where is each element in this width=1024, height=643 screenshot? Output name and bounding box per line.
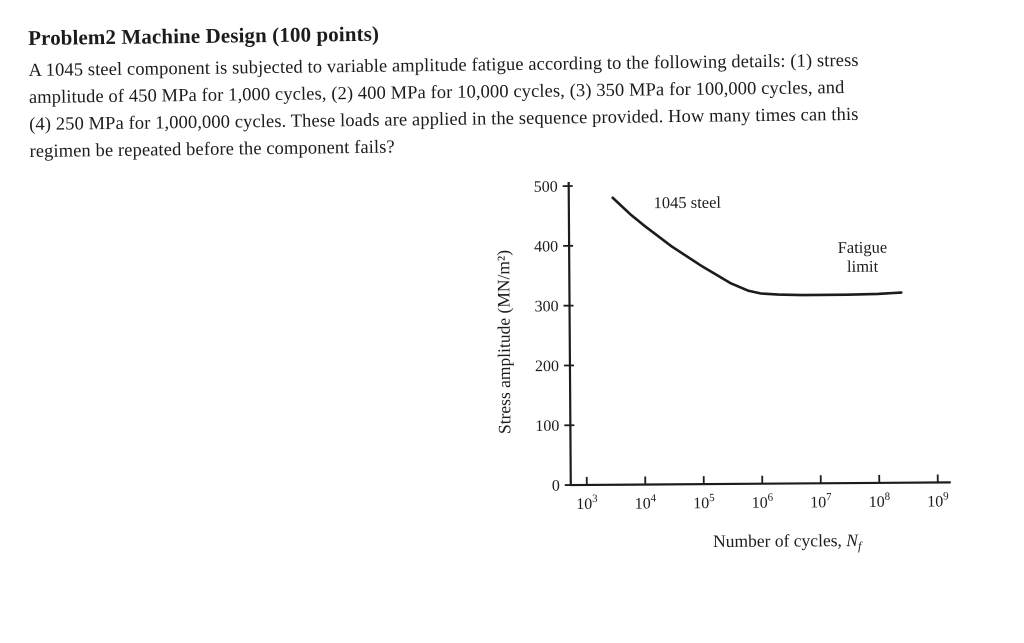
y-axis-label: Stress amplitude (MN/m²) (493, 250, 514, 434)
x-tick-label: 109 (927, 490, 949, 510)
x-tick-label: 104 (635, 492, 657, 512)
x-tick-label: 108 (869, 491, 891, 511)
y-tick-label: 100 (535, 418, 559, 435)
y-axis-ticks: 0 100 200 300 400 500 (534, 179, 575, 495)
y-tick-label: 500 (534, 179, 558, 196)
y-tick-label: 300 (534, 298, 558, 315)
axes (567, 182, 951, 487)
chart-annotation: 1045 steel (654, 193, 722, 212)
problem-title: Problem2 Machine Design (100 points) (28, 21, 380, 50)
sn-curve-figure: 0 100 200 300 400 500 103 104 105 106 107 108 109 104… (459, 163, 982, 582)
chart-annotations: 1045 steel Fatigue limit (654, 193, 888, 276)
x-tick-label: 103 (576, 493, 598, 513)
y-tick-label: 0 (552, 478, 560, 495)
sn-curve-svg: 0 100 200 300 400 500 103 104 105 106 107 108 109 104… (493, 179, 951, 554)
x-axis-label: Number of cycles, Nf (713, 530, 863, 554)
y-tick-label: 400 (534, 238, 558, 255)
y-tick-label: 200 (535, 358, 559, 375)
x-tick-label: 106 (752, 492, 774, 512)
x-tick-label: 105 (693, 492, 715, 512)
x-axis-ticks: 103 104 105 106 107 108 109 (576, 474, 949, 513)
chart-annotation: Fatigue limit (838, 238, 888, 276)
x-tick-label: 107 (810, 491, 832, 511)
problem-statement: Problem2 Machine Design (100 points) A 1… (28, 14, 998, 166)
sn-curve-line (611, 196, 903, 297)
